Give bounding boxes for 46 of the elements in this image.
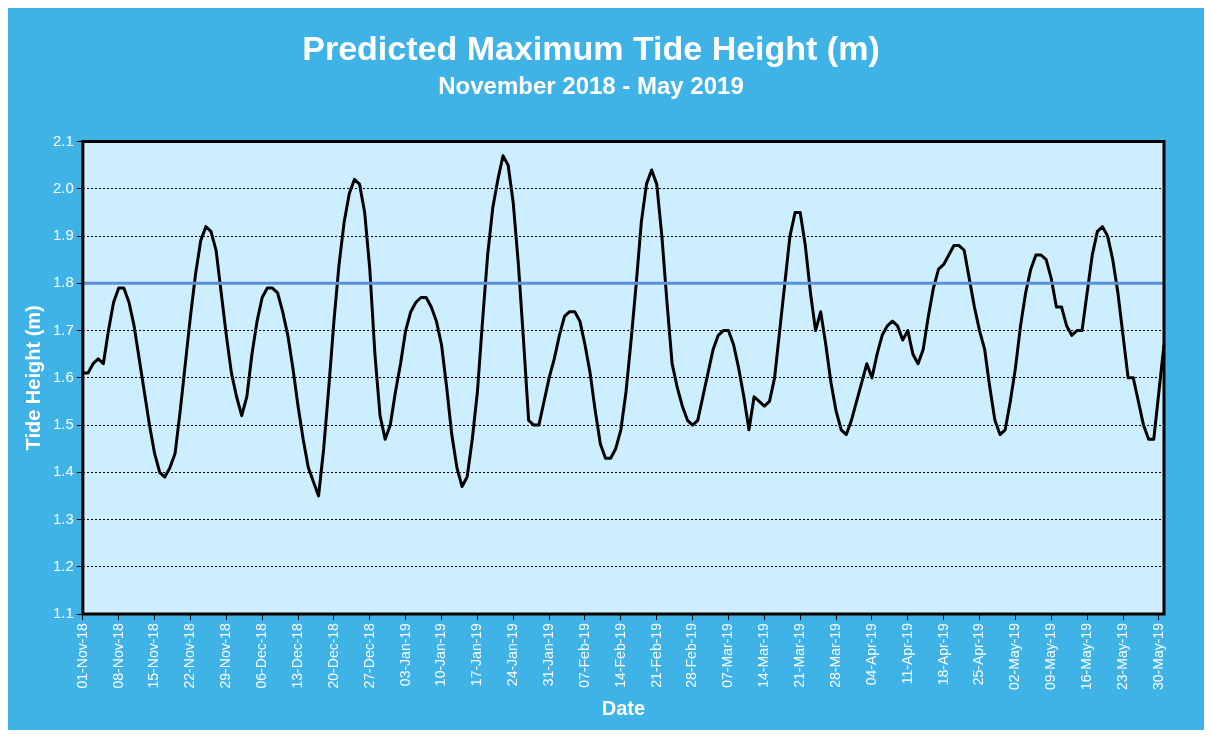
x-tick-label: 21-Feb-19 (647, 622, 664, 688)
x-tick-label: 10-Jan-19 (432, 622, 449, 687)
x-tick-label: 22-Nov-18 (181, 622, 198, 689)
y-tick-label: 1.8 (52, 273, 74, 291)
x-tick-label: 02-May-19 (1006, 622, 1023, 690)
x-tick-label: 30-May-19 (1149, 622, 1166, 690)
x-tick-label: 25-Apr-19 (970, 622, 987, 686)
x-tick-label: 20-Dec-18 (324, 622, 341, 689)
y-axis-title: Tide Height (m) (21, 305, 44, 451)
x-tick-label: 28-Feb-19 (683, 622, 700, 688)
x-tick-label: 03-Jan-19 (396, 622, 413, 687)
x-tick-label: 07-Mar-19 (719, 622, 736, 688)
x-tick-label: 31-Jan-19 (539, 622, 556, 687)
x-tick-label: 14-Feb-19 (611, 622, 628, 688)
x-tick-label: 11-Apr-19 (898, 622, 915, 685)
x-tick-label: 15-Nov-18 (145, 622, 162, 689)
y-tick-label: 1.2 (52, 556, 74, 574)
x-tick-label: 27-Dec-18 (360, 622, 377, 689)
x-tick-label: 29-Nov-18 (217, 622, 234, 689)
chart-title: Predicted Maximum Tide Height (m) (302, 28, 880, 67)
x-tick-label: 01-Nov-18 (73, 622, 90, 689)
x-tick-label: 06-Dec-18 (253, 622, 270, 689)
x-tick-label: 08-Nov-18 (109, 622, 126, 689)
chart-subtitle: November 2018 - May 2019 (438, 71, 744, 99)
x-tick-label: 18-Apr-19 (934, 622, 951, 686)
y-tick-label: 1.6 (52, 367, 74, 385)
x-tick-label: 24-Jan-19 (504, 622, 521, 687)
y-tick-label: 1.9 (52, 226, 74, 244)
y-tick-label: 1.4 (52, 462, 74, 480)
x-tick-label: 28-Mar-19 (826, 622, 843, 688)
y-tick-label: 1.7 (52, 320, 74, 338)
x-tick-label: 13-Dec-18 (288, 622, 305, 689)
y-tick-label: 2.1 (52, 131, 74, 149)
x-tick-label: 04-Apr-19 (862, 622, 879, 686)
x-tick-label: 21-Mar-19 (791, 622, 808, 688)
x-tick-label: 23-May-19 (1113, 622, 1130, 690)
x-tick-label: 17-Jan-19 (468, 622, 485, 687)
y-tick-label: 1.5 (52, 415, 74, 433)
y-tick-label: 1.1 (52, 604, 74, 622)
x-tick-label: 14-Mar-19 (755, 622, 772, 688)
y-tick-label: 2.0 (52, 178, 74, 196)
x-tick-label: 16-May-19 (1078, 622, 1094, 690)
x-tick-label: 09-May-19 (1042, 622, 1059, 690)
x-tick-label: 07-Feb-19 (575, 622, 592, 688)
y-tick-label: 1.3 (52, 509, 74, 527)
x-axis-title: Date (601, 696, 646, 719)
